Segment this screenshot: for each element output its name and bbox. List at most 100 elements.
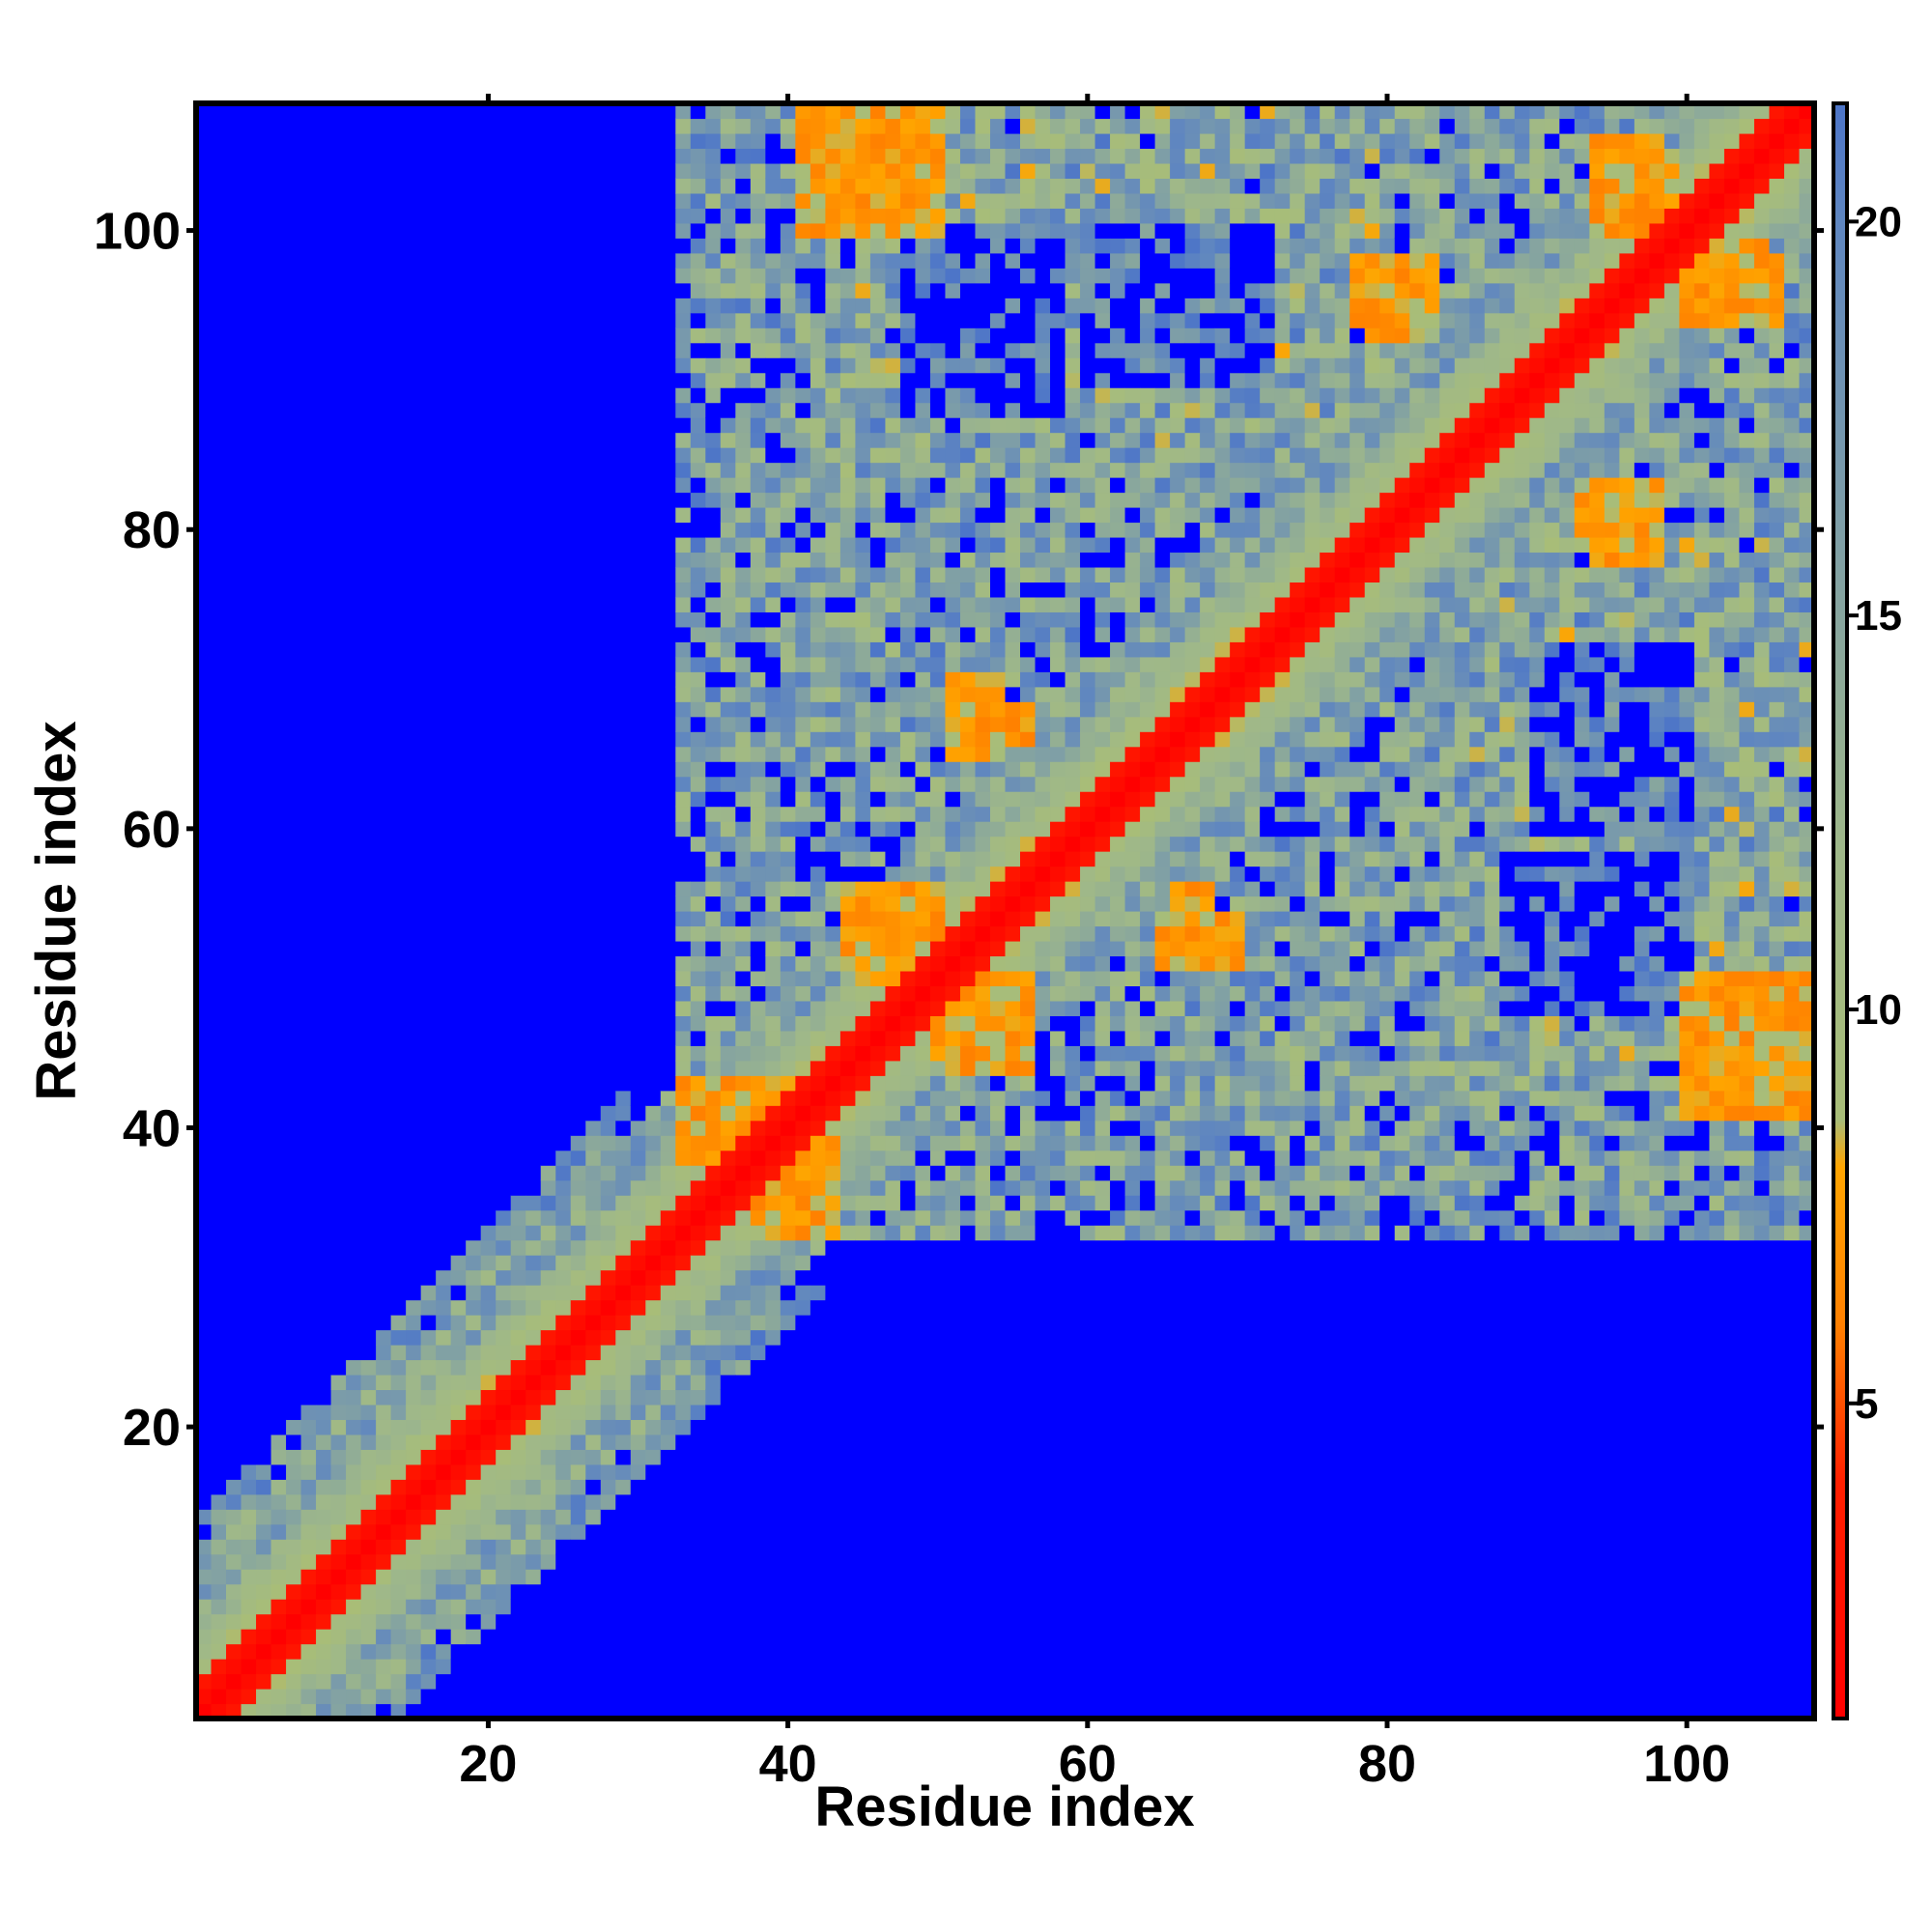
heatmap-cell	[600, 148, 616, 164]
heatmap-cell	[270, 238, 287, 254]
heatmap-cell	[211, 192, 227, 209]
heatmap-cell	[526, 701, 542, 718]
heatmap-cell	[735, 1643, 752, 1660]
heatmap-cell	[480, 238, 497, 254]
heatmap-cell	[196, 1165, 213, 1181]
heatmap-cell	[585, 162, 602, 180]
heatmap-cell	[211, 1120, 227, 1136]
heatmap-cell	[885, 1539, 901, 1555]
heatmap-cell	[855, 1463, 871, 1480]
heatmap-cell	[406, 1000, 422, 1016]
heatmap-cell	[750, 1389, 766, 1406]
heatmap-cell	[570, 821, 586, 838]
heatmap-cell	[376, 1090, 392, 1106]
heatmap-cell	[196, 746, 213, 762]
heatmap-cell	[540, 671, 556, 688]
heatmap-cell	[196, 1463, 213, 1480]
heatmap-cell	[735, 1449, 752, 1465]
heatmap-cell	[376, 402, 392, 418]
heatmap-cell	[211, 836, 227, 852]
heatmap-cell	[600, 686, 616, 702]
heatmap-cell	[300, 462, 317, 478]
heatmap-cell	[690, 1315, 706, 1331]
heatmap-cell	[795, 1374, 811, 1391]
heatmap-cell	[466, 1374, 482, 1391]
heatmap-cell	[390, 1509, 407, 1525]
heatmap-cell	[750, 881, 766, 897]
heatmap-cell	[360, 1090, 377, 1106]
heatmap-cell	[839, 656, 857, 672]
heatmap-cell	[720, 566, 736, 583]
heatmap-cell	[496, 1045, 512, 1062]
heatmap-cell	[510, 1075, 526, 1092]
heatmap-cell	[211, 746, 227, 762]
heatmap-cell	[510, 507, 526, 524]
heatmap-cell	[270, 1463, 287, 1480]
heatmap-cell	[615, 1583, 632, 1600]
heatmap-cell	[406, 148, 422, 164]
heatmap-cell	[660, 342, 676, 358]
heatmap-cell	[420, 955, 437, 972]
heatmap-cell	[645, 192, 662, 209]
heatmap-cell	[825, 1404, 841, 1420]
heatmap-cell	[406, 1493, 422, 1510]
heatmap-cell	[645, 1553, 662, 1570]
heatmap-cell	[855, 132, 871, 150]
heatmap-cell	[795, 1599, 811, 1615]
heatmap-cell	[750, 1599, 766, 1615]
heatmap-cell	[526, 671, 542, 688]
heatmap-cell	[869, 806, 887, 822]
heatmap-cell	[480, 821, 497, 838]
heatmap-cell	[735, 1613, 752, 1630]
heatmap-cell	[735, 507, 752, 524]
heatmap-cell	[750, 1509, 766, 1525]
heatmap-cell	[526, 1344, 542, 1361]
heatmap-cell	[839, 492, 857, 508]
heatmap-cell	[270, 1419, 287, 1435]
heatmap-cell	[660, 268, 676, 284]
heatmap-cell	[480, 791, 497, 808]
heatmap-cell	[346, 895, 362, 912]
heatmap-cell	[570, 791, 586, 808]
heatmap-cell	[420, 298, 437, 314]
heatmap-cell	[196, 1315, 213, 1331]
heatmap-cell	[720, 342, 736, 358]
heatmap-cell	[645, 1255, 662, 1271]
heatmap-cell	[660, 148, 676, 164]
heatmap-cell	[316, 1269, 332, 1286]
heatmap-cell	[406, 417, 422, 434]
heatmap-cell	[466, 596, 482, 612]
heatmap-cell	[839, 881, 857, 897]
heatmap-cell	[256, 1673, 272, 1690]
heatmap-cell	[286, 282, 302, 298]
heatmap-cell	[226, 911, 242, 927]
heatmap-cell	[450, 746, 467, 762]
heatmap-cell	[735, 1673, 752, 1690]
heatmap-cell	[600, 970, 616, 987]
heatmap-cell	[615, 1045, 632, 1062]
heatmap-cell	[196, 1553, 213, 1570]
heatmap-cell	[600, 1449, 616, 1465]
heatmap-cell	[196, 716, 213, 732]
heatmap-cell	[526, 178, 542, 194]
heatmap-cell	[675, 970, 692, 987]
heatmap-cell	[839, 1120, 857, 1136]
heatmap-cell	[810, 1493, 826, 1510]
heatmap-cell	[526, 1523, 542, 1540]
heatmap-cell	[555, 821, 572, 838]
heatmap-cell	[496, 821, 512, 838]
heatmap-cell	[316, 895, 332, 912]
heatmap-cell	[675, 1075, 692, 1092]
heatmap-cell	[510, 731, 526, 748]
heatmap-cell	[316, 192, 332, 209]
heatmap-cell	[390, 1344, 407, 1361]
heatmap-cell	[226, 477, 242, 494]
heatmap-cell	[510, 1673, 526, 1690]
heatmap-cell	[450, 1479, 467, 1495]
heatmap-cell	[855, 1629, 871, 1645]
heatmap-cell	[496, 357, 512, 374]
heatmap-cell	[825, 641, 841, 658]
heatmap-cell	[839, 970, 857, 987]
heatmap-cell	[330, 881, 347, 897]
heatmap-cell	[526, 432, 542, 448]
